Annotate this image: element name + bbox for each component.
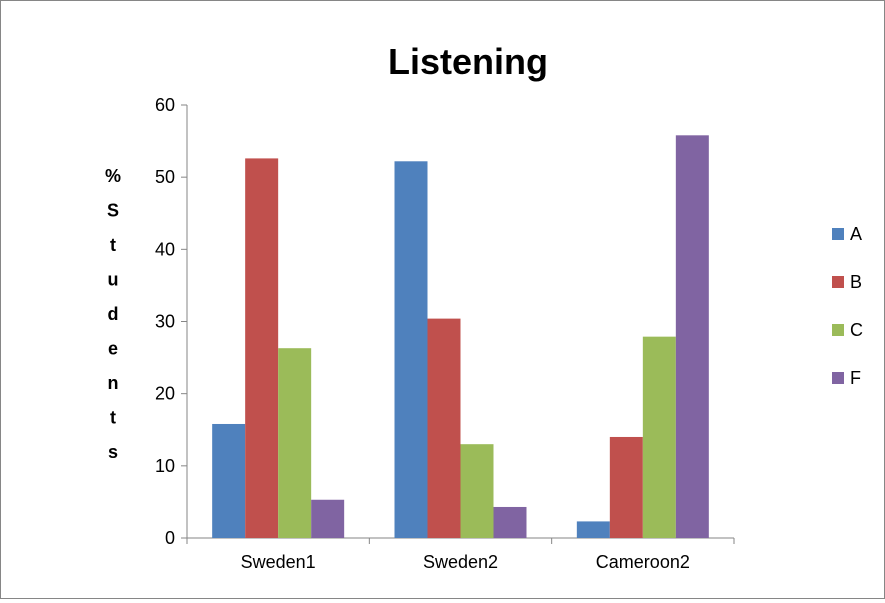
x-tick-label: Sweden1 <box>241 552 316 572</box>
x-tick-label: Sweden2 <box>423 552 498 572</box>
y-label-char: u <box>108 270 119 290</box>
y-tick-label: 40 <box>155 239 175 259</box>
legend-label: F <box>850 368 861 388</box>
legend-swatch-a <box>832 228 844 240</box>
bar-b-sweden2 <box>427 318 461 538</box>
y-label-char: d <box>108 304 119 324</box>
bar-a-sweden2 <box>394 161 428 539</box>
y-label-char: S <box>107 201 119 221</box>
bar-c-cameroon2 <box>642 336 676 538</box>
y-tick-label: 20 <box>155 384 175 404</box>
legend-swatch-b <box>832 276 844 288</box>
y-label-char: n <box>108 373 119 393</box>
bar-c-sweden1 <box>278 348 312 538</box>
x-tick-label: Cameroon2 <box>596 552 690 572</box>
y-label-char: s <box>108 442 118 462</box>
axes: 0 10 20 30 40 50 60 Sweden1 Sweden2 Cameroon2 <box>155 95 735 572</box>
y-label-char: t <box>110 235 116 255</box>
legend-label: A <box>850 224 862 244</box>
y-tick-label: 0 <box>165 528 175 548</box>
y-tick-label: 60 <box>155 95 175 115</box>
bars <box>212 135 709 539</box>
bar-a-sweden1 <box>212 423 246 538</box>
y-tick-label: 50 <box>155 167 175 187</box>
bar-a-cameroon2 <box>576 521 610 538</box>
y-tick-label: 30 <box>155 312 175 332</box>
bar-f-sweden2 <box>493 506 527 538</box>
y-label-char: t <box>110 408 116 428</box>
legend: A B C F <box>832 224 863 388</box>
y-tick-label: 10 <box>155 456 175 476</box>
legend-label: C <box>850 320 863 340</box>
bar-c-sweden2 <box>460 444 494 538</box>
bar-f-cameroon2 <box>675 135 709 538</box>
legend-swatch-c <box>832 324 844 336</box>
chart-title: Listening <box>388 41 548 82</box>
bar-f-sweden1 <box>311 499 345 538</box>
bar-b-cameroon2 <box>609 436 643 538</box>
y-label-char: e <box>108 339 118 359</box>
y-label-char: % <box>105 166 121 186</box>
legend-label: B <box>850 272 862 292</box>
legend-swatch-f <box>832 372 844 384</box>
bar-b-sweden1 <box>245 158 279 539</box>
